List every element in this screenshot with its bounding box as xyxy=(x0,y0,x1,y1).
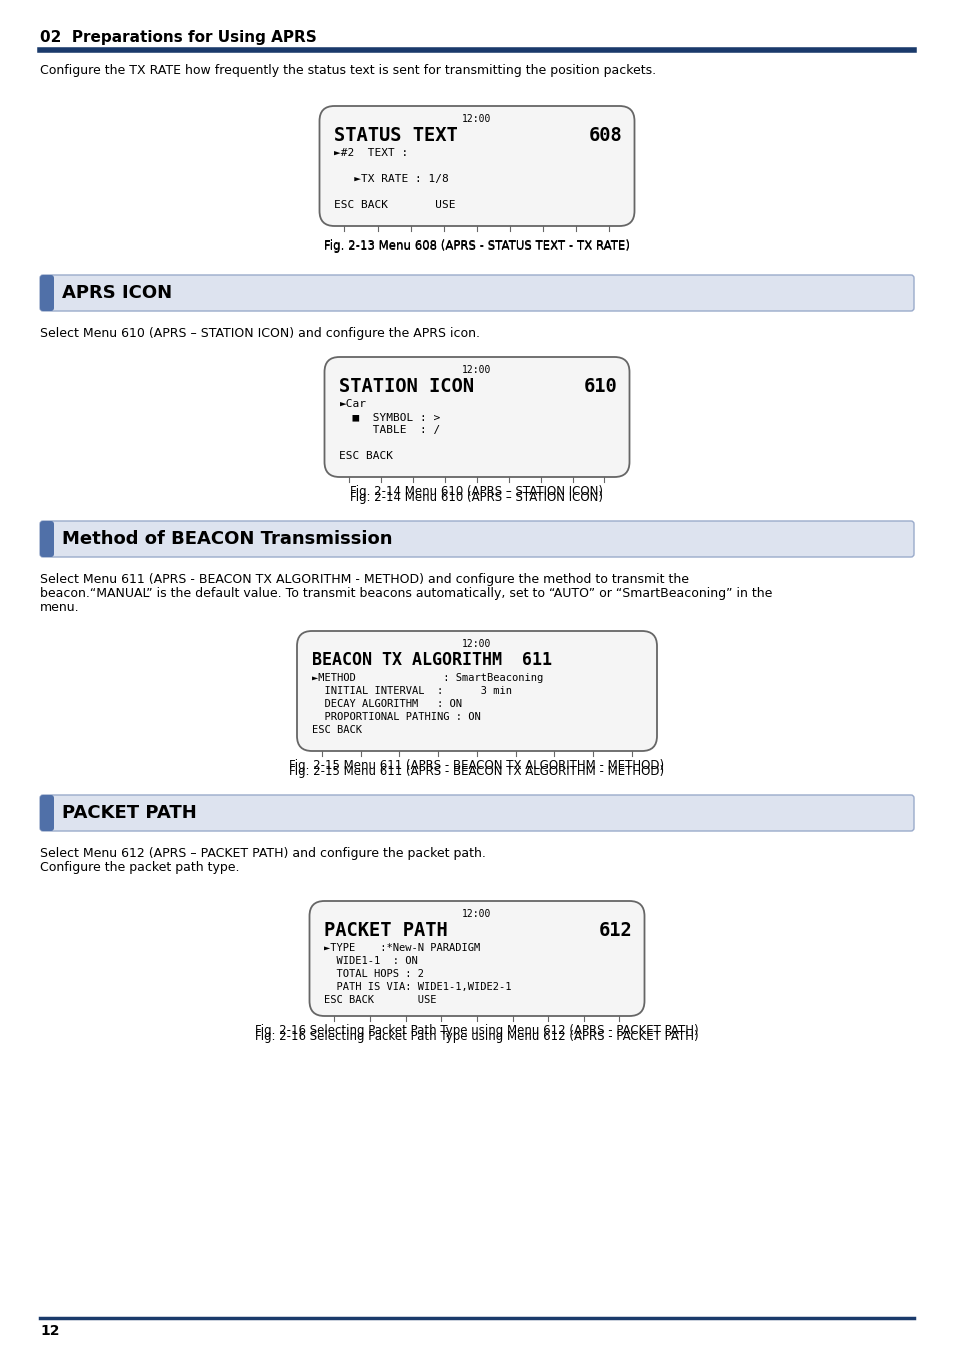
Text: beacon.“MANUAL” is the default value. To transmit beacons automatically, set to : beacon.“MANUAL” is the default value. To… xyxy=(40,587,772,599)
Text: APRS ICON: APRS ICON xyxy=(62,284,172,302)
FancyBboxPatch shape xyxy=(40,521,913,558)
Text: Fig. 2-15 Menu 611 (APRS - BEACON TX ALGORITHM - METHOD): Fig. 2-15 Menu 611 (APRS - BEACON TX ALG… xyxy=(289,759,664,772)
Text: Fig. 2-16 Selecting Packet Path Type using Menu 612 (APRS - PACKET PATH): Fig. 2-16 Selecting Packet Path Type usi… xyxy=(254,1030,699,1044)
Text: Fig. 2-15 Menu 611 (APRS - BEACON TX ALGORITHM - METHOD): Fig. 2-15 Menu 611 (APRS - BEACON TX ALG… xyxy=(289,765,664,778)
Text: ►Car: ►Car xyxy=(339,400,366,409)
Text: ►#2  TEXT :: ►#2 TEXT : xyxy=(335,148,408,158)
Text: ■  SYMBOL : >: ■ SYMBOL : > xyxy=(339,412,440,423)
FancyBboxPatch shape xyxy=(40,275,913,310)
Text: WIDE1-1  : ON: WIDE1-1 : ON xyxy=(324,956,417,967)
FancyBboxPatch shape xyxy=(309,900,644,1017)
Text: ESC BACK       USE: ESC BACK USE xyxy=(335,200,456,211)
FancyBboxPatch shape xyxy=(40,795,913,832)
Text: Fig. 2-14 Menu 610 (APRS – STATION ICON): Fig. 2-14 Menu 610 (APRS – STATION ICON) xyxy=(350,491,603,504)
Text: Fig. 2-14 Menu 610 (APRS – STATION ICON): Fig. 2-14 Menu 610 (APRS – STATION ICON) xyxy=(350,485,603,498)
Text: Configure the packet path type.: Configure the packet path type. xyxy=(40,861,239,873)
Text: 12: 12 xyxy=(40,1324,59,1338)
FancyBboxPatch shape xyxy=(40,275,54,310)
Text: menu.: menu. xyxy=(40,601,79,614)
Text: Select Menu 610 (APRS – STATION ICON) and configure the APRS icon.: Select Menu 610 (APRS – STATION ICON) an… xyxy=(40,327,479,340)
Text: 610: 610 xyxy=(583,377,617,396)
Text: ►METHOD              : SmartBeaconing: ►METHOD : SmartBeaconing xyxy=(312,674,542,683)
Text: INITIAL INTERVAL  :      3 min: INITIAL INTERVAL : 3 min xyxy=(312,686,512,697)
Text: Fig. 2-13 Menu 608 (APRS - STATUS TEXT - TX RATE): Fig. 2-13 Menu 608 (APRS - STATUS TEXT -… xyxy=(324,239,629,252)
Text: ►TX RATE : 1/8: ►TX RATE : 1/8 xyxy=(335,174,449,184)
Text: 02  Preparations for Using APRS: 02 Preparations for Using APRS xyxy=(40,30,316,45)
Text: 12:00: 12:00 xyxy=(462,909,491,919)
FancyBboxPatch shape xyxy=(319,107,634,225)
Text: Select Menu 611 (APRS - BEACON TX ALGORITHM - METHOD) and configure the method t: Select Menu 611 (APRS - BEACON TX ALGORI… xyxy=(40,572,688,586)
Text: PATH IS VIA: WIDE1-1,WIDE2-1: PATH IS VIA: WIDE1-1,WIDE2-1 xyxy=(324,981,512,992)
FancyBboxPatch shape xyxy=(40,521,54,558)
FancyBboxPatch shape xyxy=(40,795,54,832)
Text: STATUS TEXT: STATUS TEXT xyxy=(335,126,457,144)
Text: BEACON TX ALGORITHM  611: BEACON TX ALGORITHM 611 xyxy=(312,651,552,670)
Text: 12:00: 12:00 xyxy=(462,113,491,124)
Text: 12:00: 12:00 xyxy=(462,364,491,375)
FancyBboxPatch shape xyxy=(324,356,629,477)
Text: ►TYPE    :*New-N PARADIGM: ►TYPE :*New-N PARADIGM xyxy=(324,944,480,953)
Text: 608: 608 xyxy=(588,126,622,144)
Text: ESC BACK: ESC BACK xyxy=(312,725,361,734)
Text: DECAY ALGORITHM   : ON: DECAY ALGORITHM : ON xyxy=(312,699,461,709)
Text: PACKET PATH: PACKET PATH xyxy=(62,805,196,822)
Text: Configure the TX RATE how frequently the status text is sent for transmitting th: Configure the TX RATE how frequently the… xyxy=(40,63,656,77)
Text: ESC BACK       USE: ESC BACK USE xyxy=(324,995,436,1004)
Text: Fig. 2-16 Selecting Packet Path Type using Menu 612 (APRS - PACKET PATH): Fig. 2-16 Selecting Packet Path Type usi… xyxy=(254,1025,699,1037)
Text: TABLE  : /: TABLE : / xyxy=(339,425,440,435)
Text: 12:00: 12:00 xyxy=(462,639,491,649)
Text: Select Menu 612 (APRS – PACKET PATH) and configure the packet path.: Select Menu 612 (APRS – PACKET PATH) and… xyxy=(40,846,485,860)
Text: ESC BACK: ESC BACK xyxy=(339,451,393,460)
Text: PROPORTIONAL PATHING : ON: PROPORTIONAL PATHING : ON xyxy=(312,711,480,722)
Text: Fig. 2-13 Menu 608 (APRS - STATUS TEXT - TX RATE): Fig. 2-13 Menu 608 (APRS - STATUS TEXT -… xyxy=(324,240,629,252)
Text: Method of BEACON Transmission: Method of BEACON Transmission xyxy=(62,531,392,548)
Text: TOTAL HOPS : 2: TOTAL HOPS : 2 xyxy=(324,969,424,979)
Text: STATION ICON: STATION ICON xyxy=(339,377,474,396)
Text: 612: 612 xyxy=(598,921,632,940)
Text: PACKET PATH: PACKET PATH xyxy=(324,921,448,940)
FancyBboxPatch shape xyxy=(296,630,657,751)
